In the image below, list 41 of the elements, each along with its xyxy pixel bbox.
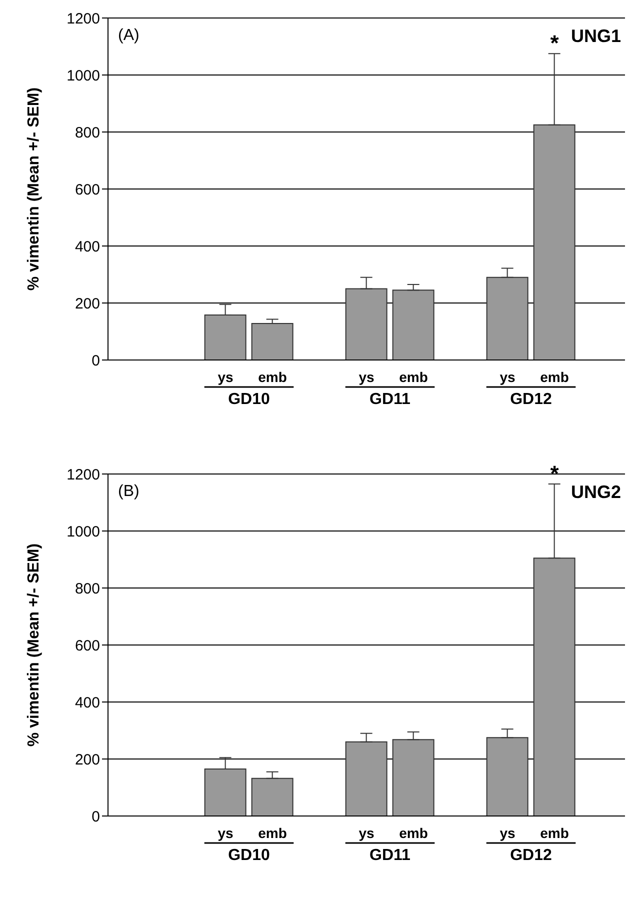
x-tick-label: ys xyxy=(500,825,516,841)
y-tick-label: 0 xyxy=(92,352,100,370)
annotation: * xyxy=(550,460,560,486)
y-tick-label: 800 xyxy=(74,580,100,598)
annotation: * xyxy=(550,30,560,56)
x-tick-label: emb xyxy=(540,369,569,385)
text: GD11 xyxy=(370,391,411,408)
y-tick-label: 600 xyxy=(74,637,100,654)
y-tick-label: 0 xyxy=(92,808,100,826)
y-tick-label: 1000 xyxy=(66,523,100,540)
y-tick-label: 800 xyxy=(74,124,100,142)
y-tick-label: 200 xyxy=(74,751,100,768)
x-tick-label: ys xyxy=(358,369,374,385)
text: GD10 xyxy=(228,391,270,408)
text: GD12 xyxy=(510,847,552,864)
x-tick-label: ys xyxy=(500,369,516,385)
y-tick-label: 400 xyxy=(74,694,100,712)
x-tick-label: ys xyxy=(358,825,374,841)
y-tick-label: 200 xyxy=(74,295,100,312)
x-tick-label: emb xyxy=(258,369,287,385)
x-tick-label: ys xyxy=(218,825,234,841)
text: GD10 xyxy=(228,847,270,864)
y-tick-label: 1000 xyxy=(66,67,100,84)
x-tick-label: emb xyxy=(399,825,428,841)
y-tick-label: 400 xyxy=(74,238,100,256)
x-tick-label: ys xyxy=(218,369,234,385)
text: GD11 xyxy=(370,847,411,864)
y-axis-title: % vimentin (Mean +/- SEM) xyxy=(26,543,43,747)
text: GD12 xyxy=(510,391,552,408)
x-tick-label: emb xyxy=(399,369,428,385)
y-axis-title: % vimentin (Mean +/- SEM) xyxy=(26,87,43,291)
annotation: UNG2 xyxy=(570,482,621,502)
annotation: (A) xyxy=(118,27,140,44)
annotation: UNG1 xyxy=(570,26,621,46)
y-tick-label: 600 xyxy=(74,181,100,198)
y-tick-label: 1200 xyxy=(66,10,100,28)
x-tick-label: emb xyxy=(540,825,569,841)
bar xyxy=(251,323,294,360)
annotation: (B) xyxy=(118,483,140,500)
y-tick-label: 1200 xyxy=(66,466,100,484)
x-tick-label: emb xyxy=(258,825,287,841)
